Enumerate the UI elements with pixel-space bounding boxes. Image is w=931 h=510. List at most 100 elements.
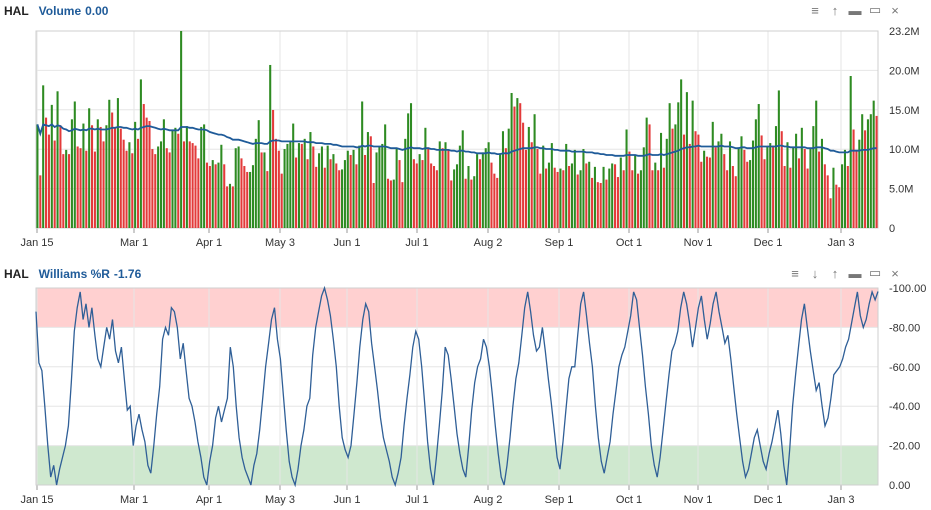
volume-bar	[188, 141, 191, 228]
maximize-icon[interactable]: ▭	[868, 265, 882, 280]
menu-icon[interactable]: ≡	[811, 2, 819, 18]
volume-bar	[777, 90, 780, 228]
volume-bar	[861, 114, 864, 228]
close-icon[interactable]: ×	[891, 2, 899, 18]
volume-bar	[424, 127, 427, 228]
volume-bar	[369, 136, 372, 228]
volume-bar	[582, 149, 585, 228]
volume-bar	[593, 166, 596, 228]
volume-bar	[148, 121, 151, 228]
arrow-down-icon[interactable]: ↓	[811, 265, 819, 281]
volume-bar	[864, 130, 867, 228]
volume-bar	[671, 128, 674, 228]
volume-bar	[303, 138, 306, 228]
volume-bar	[266, 171, 269, 228]
volume-bar	[358, 145, 361, 228]
volume-bar	[562, 170, 565, 228]
volume-bar	[326, 145, 329, 228]
volume-bar	[872, 100, 875, 228]
volume-bar	[530, 142, 533, 228]
volume-bar	[254, 138, 257, 228]
volume-bar	[392, 179, 395, 228]
minimize-icon[interactable]: ▬	[848, 265, 862, 281]
volume-bar	[372, 182, 375, 228]
volume-bar	[559, 168, 562, 228]
chart-panel-1: 0 5.0M 10.0M 15.0M 20.0M 23.2M Jan 15 Mar 1 Apr …	[20, 26, 919, 249]
x-tick-label: Jun 1	[334, 237, 361, 249]
plot-frame	[35, 287, 879, 486]
volume-bar	[157, 146, 160, 228]
williams-indicator-label[interactable]: Williams %R -1.76	[39, 267, 142, 281]
volume-bar	[343, 160, 346, 228]
volume-bar	[243, 166, 246, 228]
volume-bar	[596, 182, 599, 228]
volume-bar	[642, 147, 645, 228]
maximize-icon[interactable]: ▭	[868, 2, 882, 17]
volume-bar	[507, 128, 510, 228]
volume-bar	[85, 150, 88, 228]
volume-panel-tools: ≡ ↑ ▬ ▭ ×	[807, 2, 903, 18]
volume-bar	[300, 143, 303, 228]
volume-bar	[550, 143, 553, 228]
volume-bar	[542, 145, 545, 228]
volume-bar	[674, 124, 677, 228]
y-tick-label: -80.00	[889, 322, 920, 334]
volume-bar	[200, 126, 203, 228]
volume-bar	[237, 146, 240, 228]
volume-bar	[493, 173, 496, 228]
volume-bar	[832, 167, 835, 228]
volume-bar	[220, 144, 223, 228]
volume-bar	[214, 164, 217, 228]
volume-bar	[591, 177, 594, 228]
volume-bar	[858, 139, 861, 228]
volume-indicator-value: 0.00	[85, 4, 109, 18]
volume-bar	[691, 100, 694, 228]
volume-bar	[789, 167, 792, 228]
volume-bar	[286, 143, 289, 228]
volume-bar	[203, 124, 206, 228]
volume-bar	[829, 198, 832, 228]
volume-bar	[625, 129, 628, 228]
x-tick-label: Mar 1	[120, 237, 148, 249]
volume-bar	[763, 159, 766, 228]
arrow-up-icon[interactable]: ↑	[831, 2, 839, 18]
volume-bar	[751, 140, 755, 228]
volume-bar	[59, 125, 62, 228]
volume-bar	[82, 123, 85, 228]
volume-indicator-label[interactable]: Volume 0.00	[39, 4, 109, 18]
volume-bar	[421, 160, 424, 228]
volume-bar	[309, 132, 312, 228]
volume-indicator-name: Volume	[38, 4, 82, 18]
volume-bar	[401, 182, 404, 228]
volume-bar	[223, 164, 226, 228]
volume-bar	[352, 149, 355, 228]
x-tick-label: Jun 1	[334, 494, 361, 506]
volume-bar	[740, 136, 743, 228]
volume-bar	[91, 125, 94, 228]
volume-bar	[174, 127, 177, 228]
volume-bar	[754, 119, 757, 228]
volume-bar	[602, 166, 605, 228]
menu-icon[interactable]: ≡	[791, 265, 799, 281]
volume-bar	[818, 151, 821, 228]
volume-bar	[737, 147, 740, 228]
volume-bar	[79, 148, 82, 228]
close-icon[interactable]: ×	[891, 265, 899, 281]
volume-bar	[36, 124, 39, 228]
volume-bar	[720, 133, 723, 228]
volume-bar	[711, 121, 714, 228]
volume-bar	[409, 103, 413, 228]
volume-bar	[441, 148, 444, 228]
volume-bar	[269, 64, 272, 228]
arrow-up-icon[interactable]: ↑	[831, 265, 839, 281]
minimize-icon[interactable]: ▬	[848, 2, 862, 18]
volume-bar	[631, 170, 634, 228]
volume-bar	[522, 122, 525, 228]
volume-bar	[605, 179, 608, 228]
x-tick-label: Jan 15	[20, 494, 53, 506]
volume-bar	[99, 126, 102, 228]
y-tick-label: -20.00	[889, 441, 920, 453]
volume-bar	[792, 147, 795, 228]
volume-bar	[355, 164, 358, 228]
volume-bar	[838, 187, 841, 228]
